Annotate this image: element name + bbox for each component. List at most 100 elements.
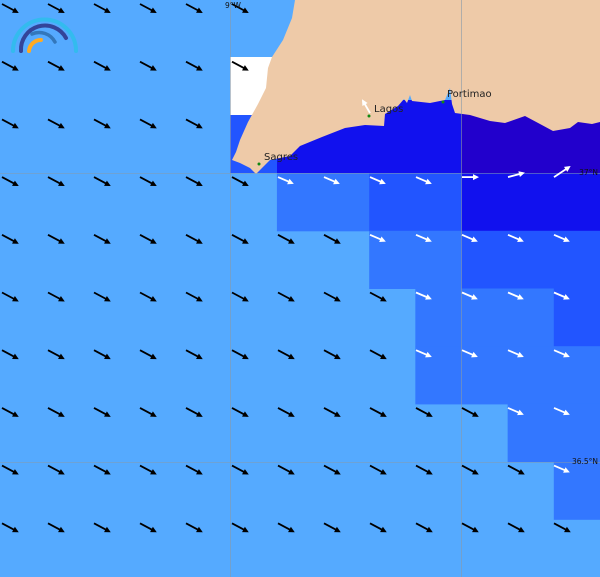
wave-direction-arrow — [553, 165, 571, 178]
wave-direction-arrow — [415, 522, 433, 533]
wave-direction-arrow — [323, 176, 340, 185]
wave-direction-arrow — [139, 349, 157, 360]
wave-direction-arrow — [323, 522, 341, 533]
wave-direction-arrow — [323, 291, 341, 302]
wave-direction-arrow — [47, 522, 65, 533]
wave-direction-arrow — [185, 118, 203, 129]
wave-direction-arrow — [93, 3, 111, 13]
land — [232, 0, 600, 174]
wave-direction-arrow — [139, 118, 157, 129]
sea-cell — [553, 288, 600, 347]
sea-cell — [553, 461, 600, 520]
sea-cells — [276, 173, 600, 520]
wave-direction-arrow — [361, 99, 371, 114]
wave-direction-arrow — [47, 407, 65, 417]
sea-cell — [461, 173, 600, 232]
wave-direction-arrow — [369, 407, 387, 417]
wave-direction-arrow — [323, 464, 341, 475]
lat-label: 37°N — [579, 168, 598, 177]
wave-direction-arrow — [231, 60, 249, 71]
wave-direction-arrow — [139, 464, 157, 475]
sea-cell — [415, 288, 555, 347]
wave-direction-arrow — [369, 522, 387, 533]
lon-label: 9°W — [225, 1, 242, 10]
wave-direction-arrow — [231, 407, 249, 417]
wave-direction-arrow — [415, 407, 433, 417]
sea-cell — [461, 230, 600, 289]
wave-direction-arrow — [415, 291, 432, 300]
wave-direction-arrow — [277, 291, 295, 302]
wave-direction-arrow — [185, 291, 203, 302]
wave-direction-arrow — [553, 233, 570, 242]
wave-direction-arrow — [369, 349, 387, 360]
wave-direction-arrow — [93, 60, 111, 71]
wave-direction-arrow — [277, 349, 295, 360]
lat-label: 36.5°N — [572, 457, 598, 466]
city-dot — [367, 114, 371, 118]
city-label-portimao: Portimao — [447, 89, 492, 100]
wave-direction-arrow — [139, 60, 157, 71]
wave-direction-arrow — [1, 291, 19, 302]
city-label-sagres: Sagres — [264, 152, 298, 163]
wave-direction-arrow — [47, 118, 65, 129]
wave-direction-arrow — [461, 407, 479, 417]
wave-arcs-logo — [11, 17, 78, 53]
wave-direction-arrow — [553, 522, 571, 533]
city-label-lagos: Lagos — [374, 104, 403, 115]
wave-direction-arrow — [185, 176, 203, 187]
wave-direction-arrow — [47, 349, 65, 360]
wave-direction-arrow — [369, 464, 387, 475]
wave-arrows — [1, 3, 571, 533]
city-dot — [257, 162, 261, 166]
wave-direction-arrow — [231, 3, 249, 13]
wave-direction-arrow — [139, 176, 157, 187]
wave-direction-arrow — [323, 234, 341, 244]
wave-direction-arrow — [231, 522, 249, 533]
wave-direction-arrow — [277, 407, 295, 417]
wave-direction-arrow — [139, 291, 157, 302]
wave-direction-arrow — [93, 464, 111, 475]
wave-direction-arrow — [185, 407, 203, 417]
wave-direction-arrow — [1, 3, 19, 13]
wave-direction-arrow — [507, 233, 524, 242]
wave-direction-arrow — [93, 176, 111, 187]
wave-direction-arrow — [369, 233, 386, 242]
wave-direction-arrow — [93, 291, 111, 302]
wave-direction-arrow — [277, 234, 295, 244]
wave-direction-arrow — [185, 522, 203, 533]
wave-direction-arrow — [139, 234, 157, 244]
wave-direction-arrow — [185, 464, 203, 475]
wave-direction-arrow — [507, 407, 524, 416]
wave-direction-arrow — [47, 291, 65, 302]
wave-direction-arrow — [1, 522, 19, 533]
wave-direction-arrow — [93, 407, 111, 417]
wave-direction-arrow — [231, 349, 249, 360]
wave-direction-arrow — [47, 60, 65, 71]
wave-direction-arrow — [461, 349, 478, 358]
wave-direction-arrow — [507, 464, 525, 475]
wave-direction-arrow — [277, 464, 295, 475]
wave-direction-arrow — [507, 349, 524, 358]
wave-direction-arrow — [323, 407, 341, 417]
wave-direction-arrow — [461, 464, 479, 475]
wave-direction-arrow — [323, 349, 341, 360]
wave-direction-arrow — [277, 522, 295, 533]
wave-direction-arrow — [93, 234, 111, 244]
wave-direction-arrow — [415, 464, 433, 475]
wave-direction-arrow — [47, 234, 65, 244]
wave-direction-arrow — [93, 522, 111, 533]
wave-direction-arrow — [93, 118, 111, 129]
wave-direction-arrow — [277, 176, 294, 185]
wave-direction-arrow — [231, 291, 249, 302]
wave-direction-arrow — [415, 233, 432, 242]
wave-direction-arrow — [139, 407, 157, 417]
city-dot — [441, 100, 445, 104]
wave-direction-arrow — [231, 464, 249, 475]
wave-direction-arrow — [47, 464, 65, 475]
wave-direction-arrow — [185, 60, 203, 71]
wave-direction-arrow — [415, 176, 432, 185]
sea-cell — [415, 346, 600, 405]
